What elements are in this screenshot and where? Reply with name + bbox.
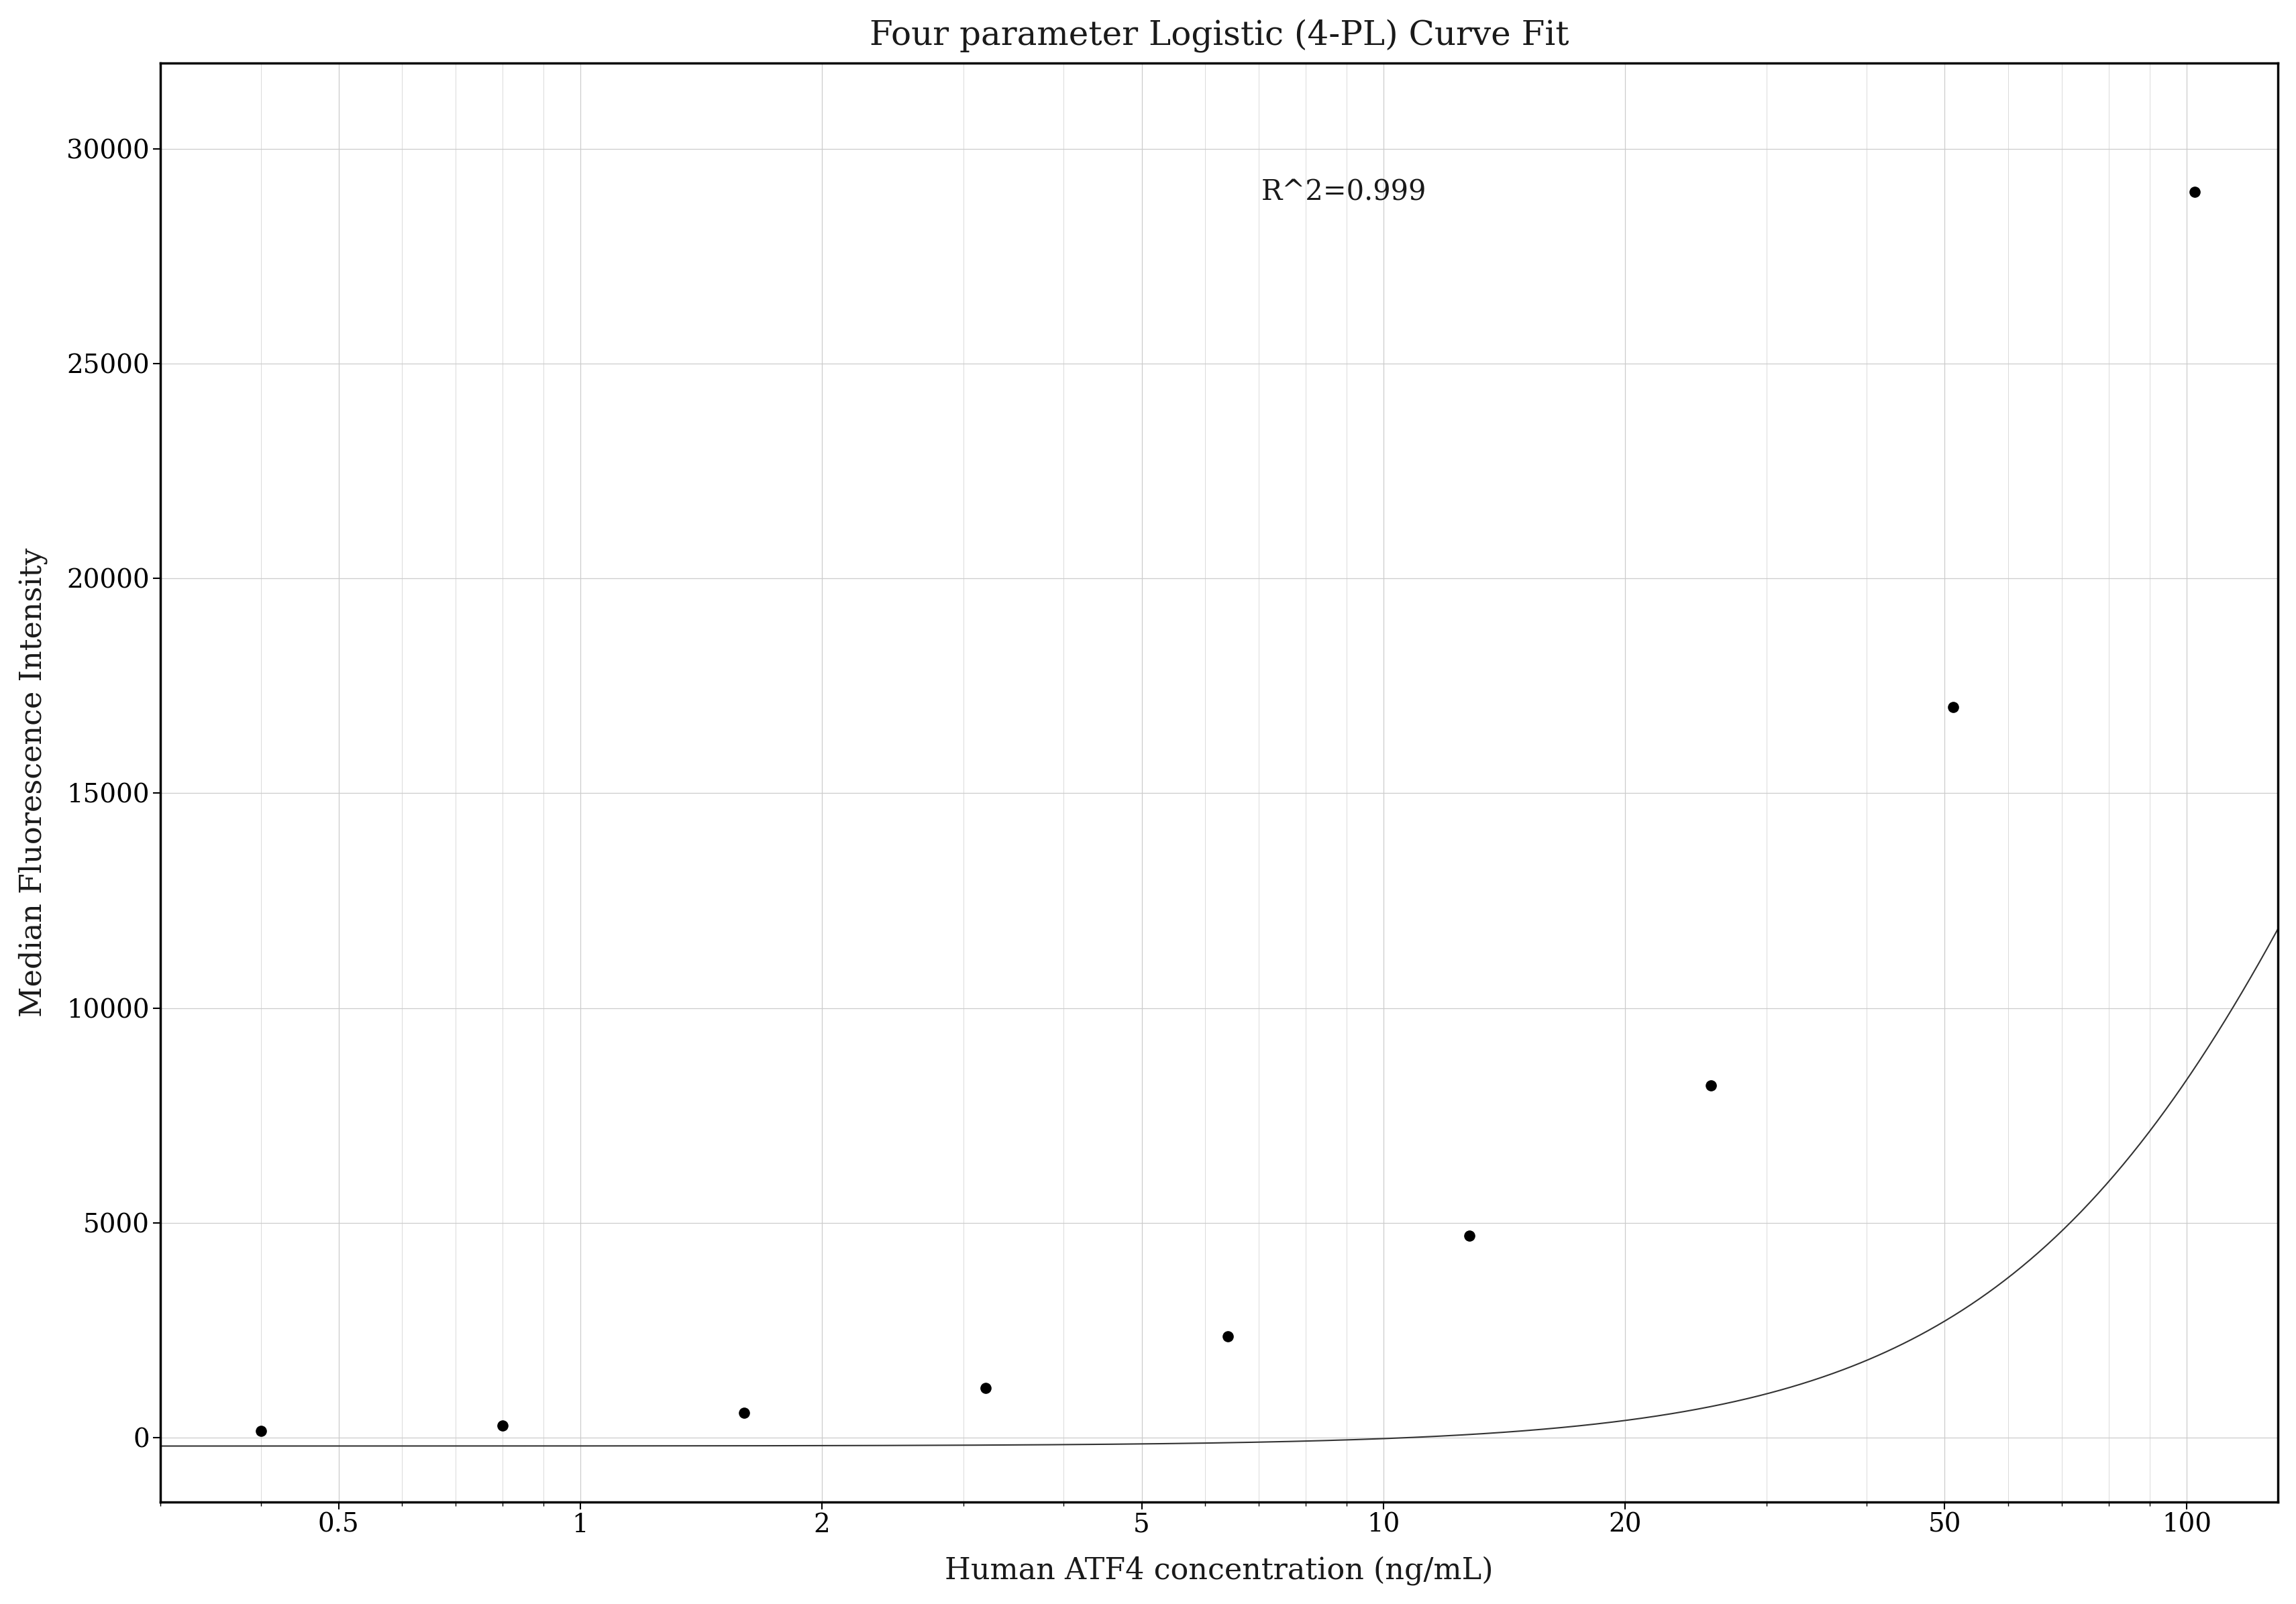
Point [241,1418,278,1444]
Text: R^2=0.999: R^2=0.999 [1261,178,1426,207]
Point [2177,180,2213,205]
Point [1692,1073,1729,1099]
Point [1210,1323,1247,1349]
Title: Four parameter Logistic (4-PL) Curve Fit: Four parameter Logistic (4-PL) Curve Fit [870,19,1568,53]
Point [1933,695,1970,720]
Point [484,1413,521,1439]
Point [1451,1222,1488,1248]
Y-axis label: Median Fluorescence Intensity: Median Fluorescence Intensity [18,549,48,1017]
Point [967,1375,1003,1400]
X-axis label: Human ATF4 concentration (ng/mL): Human ATF4 concentration (ng/mL) [944,1556,1492,1585]
Point [726,1400,762,1426]
